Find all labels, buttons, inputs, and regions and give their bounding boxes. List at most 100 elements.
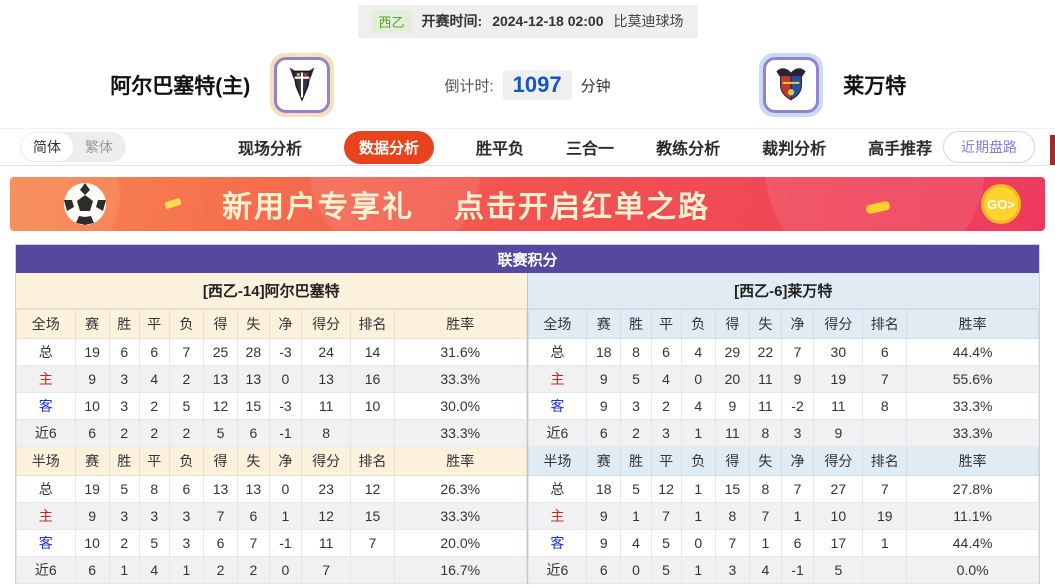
nav-item-data-analysis[interactable]: 数据分析 bbox=[344, 130, 435, 164]
stat-cell: 7 bbox=[780, 338, 815, 366]
stat-cell: 25 bbox=[202, 338, 239, 366]
countdown-label: 倒计时: bbox=[444, 77, 494, 95]
nav-item-win-draw-lose[interactable]: 胜平负 bbox=[476, 141, 525, 158]
nav-item-referee-analysis[interactable]: 裁判分析 bbox=[762, 141, 827, 158]
stat-cell: 4 bbox=[680, 392, 716, 420]
stat-cell: 3 bbox=[168, 502, 204, 530]
away-halftime-body: 半场赛胜平负得失净得分 排名 胜率总 18 5 12 1 15 8 7 27 7 27.8% 主 9 1 7 1 8… bbox=[527, 446, 1039, 584]
stat-cell: 2 bbox=[108, 419, 140, 447]
stat-cell: 7 bbox=[301, 556, 352, 584]
stat-cell: 55.6% bbox=[906, 365, 1039, 393]
away-stats-panel: [西乙-6]莱万特 全场赛胜平负得失净得分 排名 胜率总 18 8 6 4 29 22 7 30 6 4… bbox=[527, 273, 1039, 584]
lang-traditional-button[interactable]: 繁体 bbox=[85, 139, 113, 155]
stat-cell: 15 bbox=[237, 392, 270, 420]
countdown: 倒计时: 1097 分钟 bbox=[444, 70, 611, 100]
column-header: 负 bbox=[680, 309, 716, 339]
stat-cell: 5 bbox=[108, 475, 140, 503]
home-team-name: 阿尔巴塞特(主) bbox=[110, 75, 251, 98]
stat-cell: 2 bbox=[108, 529, 140, 557]
stat-cell bbox=[862, 419, 908, 447]
stat-cell: 15 bbox=[350, 502, 395, 530]
row-label: 客 bbox=[16, 392, 76, 420]
home-table-subtitle: [西乙-14]阿尔巴塞特 bbox=[16, 273, 527, 309]
column-header: 全场 bbox=[527, 309, 588, 339]
stat-cell: 4 bbox=[680, 338, 716, 366]
nav-item-coach-analysis[interactable]: 教练分析 bbox=[656, 141, 721, 158]
home-fulltime-body: 全场赛胜平负得失净得分 排名 胜率总 19 6 6 7 25 28 -3 24 14 31.6% 主 9 3 4… bbox=[16, 309, 527, 447]
row-label: 主 bbox=[527, 502, 588, 530]
nav-item-expert-picks[interactable]: 高手推荐 bbox=[868, 141, 933, 158]
column-header: 净 bbox=[780, 309, 815, 339]
recent-trends-button[interactable]: 近期盘路 bbox=[943, 131, 1035, 163]
league-table-title: 联赛积分 bbox=[16, 245, 1039, 273]
stat-cell: 7 bbox=[237, 529, 270, 557]
stat-cell: 19 bbox=[74, 338, 110, 366]
soccer-ball-icon bbox=[62, 181, 108, 231]
stat-cell: 12 bbox=[350, 475, 395, 503]
column-header: 全场 bbox=[16, 309, 76, 339]
stat-cell: 1 bbox=[680, 556, 716, 584]
stat-cell: 1 bbox=[168, 556, 204, 584]
away-team-logo bbox=[759, 53, 824, 117]
stat-cell: 8 bbox=[749, 475, 782, 503]
stat-cell: 11 bbox=[301, 529, 352, 557]
promo-banner[interactable]: 新用户专享礼 点击开启红单之路 GO> bbox=[10, 177, 1045, 231]
stat-cell: 1 bbox=[680, 502, 716, 530]
table-row: 近6 6 2 3 1 11 8 3 9 33.3% bbox=[527, 419, 1039, 447]
table-row: 客 10 3 2 5 12 15 -3 11 10 30.0% bbox=[16, 392, 527, 420]
stat-cell bbox=[350, 556, 395, 584]
row-label: 总 bbox=[527, 475, 588, 503]
column-header: 排名 bbox=[350, 309, 395, 339]
row-label: 近6 bbox=[16, 419, 76, 447]
match-info-box: 西乙 开赛时间: 2024-12-18 02:00 比莫迪球场 bbox=[357, 4, 698, 38]
stat-cell: 3 bbox=[620, 392, 652, 420]
stat-cell: 11 bbox=[301, 392, 352, 420]
column-header: 平 bbox=[650, 309, 682, 339]
row-label: 主 bbox=[527, 365, 588, 393]
stat-cell: 5 bbox=[138, 529, 170, 557]
stat-cell: 9 bbox=[813, 419, 864, 447]
stat-cell: 12 bbox=[301, 502, 352, 530]
stat-cell: 20 bbox=[714, 365, 751, 393]
stat-cell: 7 bbox=[714, 529, 751, 557]
stat-cell: 3 bbox=[138, 502, 170, 530]
column-header: 得分 bbox=[813, 309, 864, 339]
stat-cell: 31.6% bbox=[393, 338, 527, 366]
stat-cell: 15 bbox=[714, 475, 751, 503]
stat-cell: 5 bbox=[620, 365, 652, 393]
column-header: 平 bbox=[138, 446, 170, 476]
stat-cell: 9 bbox=[586, 529, 622, 557]
stat-cell: 5 bbox=[168, 392, 204, 420]
nav-item-live-analysis[interactable]: 现场分析 bbox=[238, 141, 303, 158]
stat-cell: 1 bbox=[780, 502, 815, 530]
stat-cell: 12 bbox=[202, 392, 239, 420]
column-header: 得分 bbox=[301, 446, 352, 476]
stat-cell: 16.7% bbox=[393, 556, 527, 584]
stat-cell: 3 bbox=[108, 502, 140, 530]
stat-cell: 7 bbox=[202, 502, 239, 530]
stat-cell: 6 bbox=[586, 556, 622, 584]
column-header: 排名 bbox=[350, 446, 395, 476]
column-header: 净 bbox=[268, 446, 303, 476]
lang-simplified-button[interactable]: 简体 bbox=[21, 133, 73, 161]
table-row: 主 9 3 3 3 7 6 1 12 15 33.3% bbox=[16, 502, 527, 530]
stat-cell: 16 bbox=[350, 365, 395, 393]
column-header-row: 半场赛胜平负得失净得分 排名 胜率 bbox=[16, 446, 527, 476]
stat-cell bbox=[350, 419, 395, 447]
away-table-subtitle: [西乙-6]莱万特 bbox=[527, 273, 1039, 309]
stat-cell: 9 bbox=[586, 502, 622, 530]
kickoff-label: 开赛时间: bbox=[421, 13, 483, 29]
nav-item-three-in-one[interactable]: 三合一 bbox=[566, 141, 615, 158]
stat-cell: -3 bbox=[268, 392, 303, 420]
go-button[interactable]: GO> bbox=[981, 184, 1021, 224]
stat-cell: 6 bbox=[202, 529, 239, 557]
stat-cell: 14 bbox=[350, 338, 395, 366]
stat-cell: 30.0% bbox=[393, 392, 527, 420]
column-header: 胜率 bbox=[393, 309, 527, 339]
stat-cell: 0 bbox=[620, 556, 652, 584]
stat-cell: 3 bbox=[108, 365, 140, 393]
stat-cell: 33.3% bbox=[906, 419, 1039, 447]
league-points-section: 联赛积分 [西乙-14]阿尔巴塞特 全场赛胜平负得失净得分 排名 胜率总 19 6 6 7 2… bbox=[15, 244, 1040, 584]
row-label: 近6 bbox=[16, 556, 76, 584]
stat-cell: 18 bbox=[586, 475, 622, 503]
